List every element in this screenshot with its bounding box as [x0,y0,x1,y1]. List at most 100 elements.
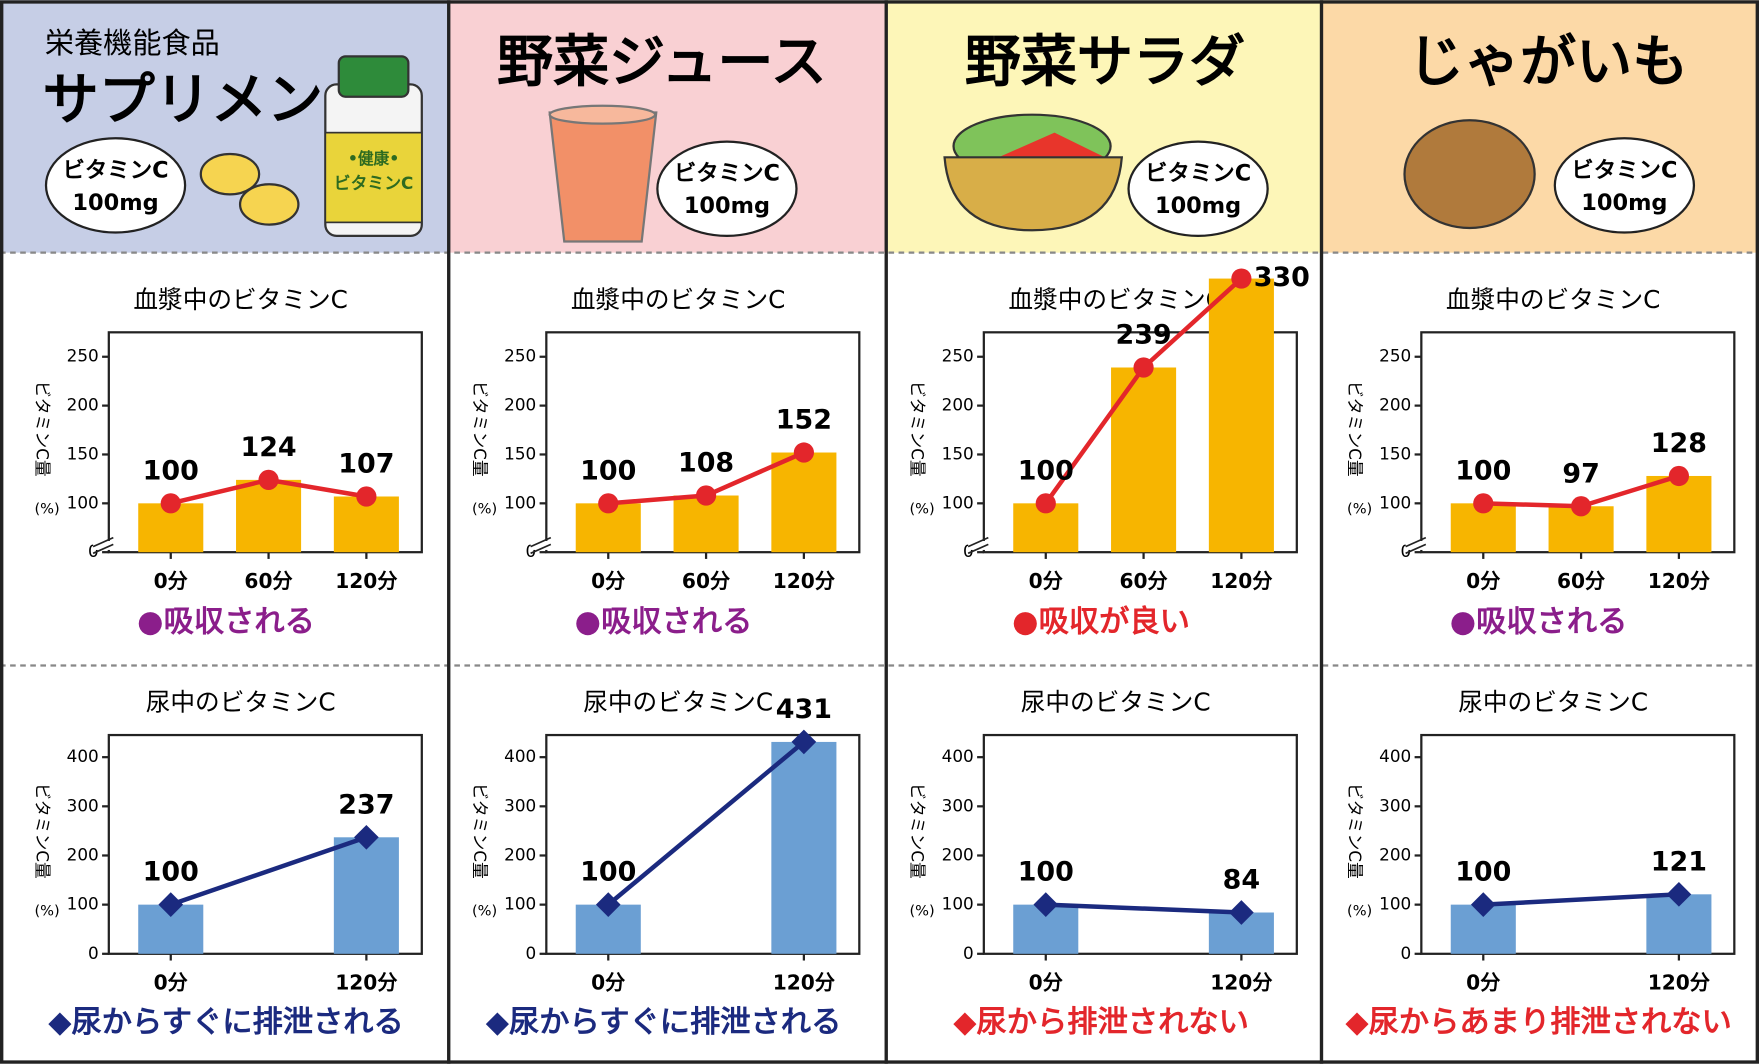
y-tick-label: 100 [67,894,99,914]
line [606,740,806,907]
x-tick-label: 0分 [1466,971,1500,995]
bar [771,741,837,954]
bowl-icon [943,156,1124,232]
marker [158,892,184,917]
marker [595,892,621,917]
bottle-label-text: ビタミンC [334,173,414,193]
badge-text: ビタミンC [62,157,168,183]
x-tick-label: 0分 [591,971,625,995]
line [1483,892,1680,907]
axis-break [1405,543,1427,555]
bar [1208,278,1274,553]
marker [1668,465,1689,487]
marker [160,493,181,514]
y-tick-label: 400 [504,746,536,766]
header-title: じゃがいも [1408,30,1688,95]
axis-break-gap [968,540,989,550]
value-label: 128 [1651,428,1707,459]
badge-text: 100mg [684,193,770,219]
header-title: 野菜サラダ [965,30,1245,95]
y-tick-label: 150 [942,443,974,463]
y-axis-label: ビタミンC量 [908,381,928,477]
y-axis-label: ビタミンC量 [33,381,53,477]
axis-break [92,536,114,548]
y-tick-label: 100 [1379,894,1411,914]
x-tick-label: 120分 [1210,971,1272,995]
bottle-label [324,131,423,224]
y-tick-label: 150 [1379,443,1411,463]
y-tick-label: 0 [1401,943,1412,963]
y-tick-label: 150 [504,443,536,463]
y-tick-label: 0 [963,541,974,561]
marker [793,442,814,463]
y-tick-label: 100 [942,492,974,512]
bar [1111,367,1177,553]
y-axis-label: ビタミンC量 [470,381,490,477]
x-tick-label: 60分 [1557,569,1605,593]
y-tick-label: 200 [1379,844,1411,864]
value-label: 84 [1223,865,1260,896]
x-tick-label: 120分 [1648,971,1710,995]
y-axis-unit: (%) [910,903,935,920]
y-tick-label: 250 [1379,346,1411,366]
conclusion: ◆尿から排泄されない [953,1005,1249,1040]
conclusion: ●吸収される [1450,604,1628,639]
marker [258,469,279,490]
chart-title: 尿中のビタミンC [146,688,336,717]
y-tick-label: 100 [942,894,974,914]
x-tick-label: 120分 [1210,569,1272,593]
y-tick-label: 200 [504,395,536,415]
chart-title: 血漿中のビタミンC [571,285,785,314]
y-axis-unit: (%) [1347,903,1372,920]
x-tick-label: 0分 [1029,569,1063,593]
y-tick-label: 0 [526,541,537,561]
axis-break [530,536,552,548]
x-tick-label: 60分 [682,569,730,593]
header-title: 野菜ジュース [497,30,827,95]
value-label: 121 [1651,846,1707,877]
value-label: 330 [1254,262,1310,293]
header-title: サプリメント [43,68,379,133]
bar [236,479,302,553]
axis-break-gap [1405,540,1426,550]
glass-icon [548,111,658,243]
chart-title: 尿中のビタミンC [1458,688,1648,717]
pill-icon [199,152,261,196]
value-label: 431 [776,694,832,725]
y-tick-label: 200 [67,844,99,864]
y-tick-label: 400 [942,746,974,766]
value-label: 107 [338,449,394,480]
pill-icon [238,183,300,226]
bottle-cap [337,55,410,98]
y-axis-label: ビタミンC量 [1345,783,1365,879]
potato-icon [1403,119,1536,230]
y-tick-label: 0 [88,541,99,561]
bottle-label-text: •健康• [348,149,399,168]
badge-text: 100mg [72,190,158,216]
y-tick-label: 200 [1379,395,1411,415]
conclusion: ◆尿からあまり排泄されない [1345,1005,1731,1040]
axis-break [530,543,552,555]
badge-text: ビタミンC [1571,157,1677,183]
chart-title: 血漿中のビタミンC [133,285,347,314]
badge [1127,140,1269,237]
value-label: 97 [1562,458,1599,489]
value-label: 100 [1018,455,1074,486]
y-tick-label: 0 [1401,541,1412,561]
line [170,835,368,907]
y-tick-label: 250 [942,346,974,366]
marker [354,824,379,850]
x-tick-label: 0分 [154,971,188,995]
y-tick-label: 100 [504,894,536,914]
axis-break [1405,536,1427,548]
chart-title: 尿中のビタミンC [1021,688,1211,717]
badge-text: ビタミンC [1145,161,1251,187]
y-tick-label: 150 [67,443,99,463]
marker [1570,496,1592,517]
x-tick-label: 60分 [1119,569,1167,593]
y-axis-unit: (%) [1347,501,1372,518]
value-label: 152 [776,405,832,436]
y-axis-unit: (%) [472,501,497,518]
y-tick-label: 200 [942,395,974,415]
axis-break [92,543,114,555]
